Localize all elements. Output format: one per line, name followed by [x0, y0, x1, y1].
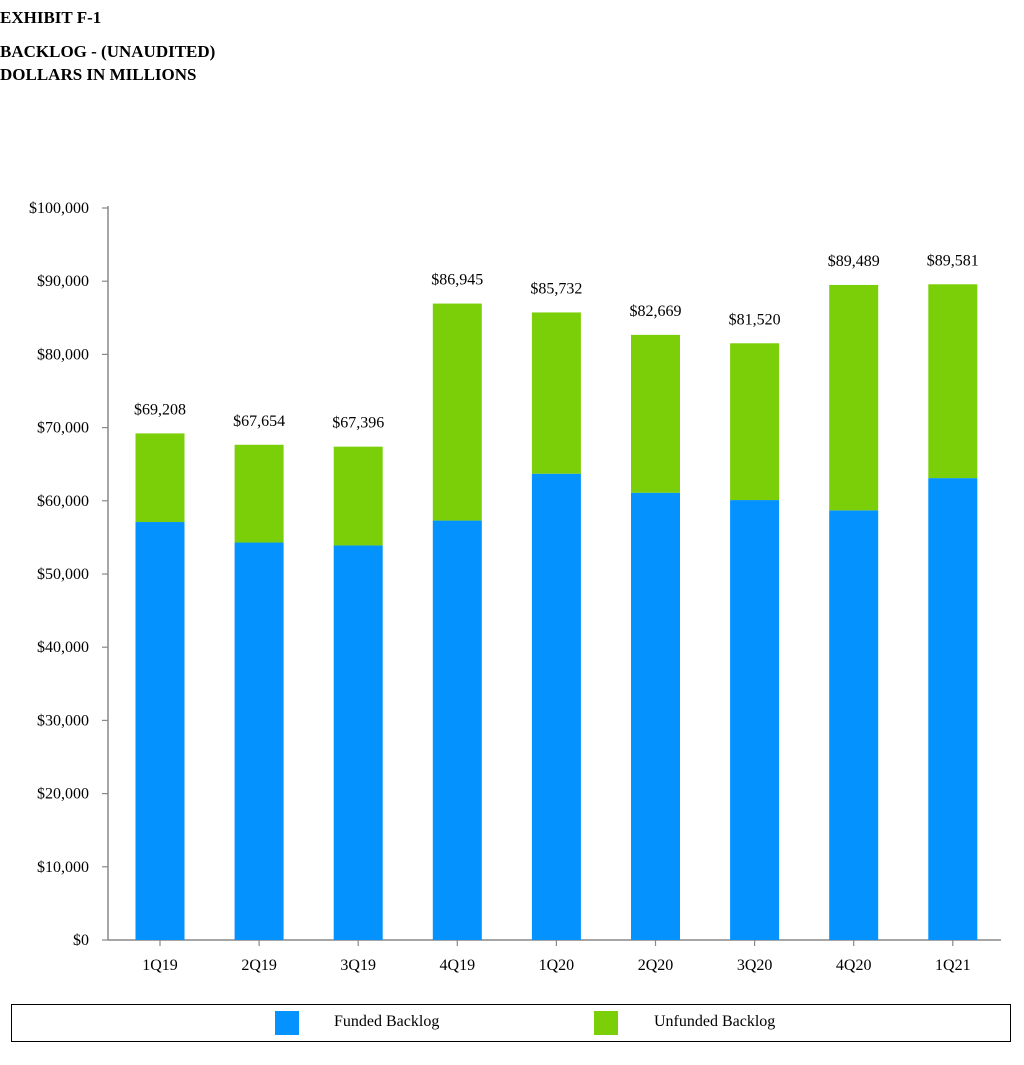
y-tick-label: $20,000	[37, 786, 89, 803]
bar-unfunded	[234, 444, 284, 543]
bar-unfunded	[730, 343, 780, 501]
y-tick-label: $100,000	[29, 200, 89, 217]
total-data-label: $67,396	[332, 415, 384, 432]
chart-subtitle: DOLLARS IN MILLIONS	[0, 65, 197, 84]
legend-swatch-unfunded	[594, 1011, 618, 1035]
total-data-label: $85,732	[530, 280, 582, 297]
bar-unfunded	[829, 284, 879, 511]
total-data-label: $81,520	[729, 311, 781, 328]
bar-funded	[531, 473, 581, 940]
total-data-label: $67,654	[233, 413, 285, 430]
bar-unfunded	[631, 334, 680, 493]
legend: Funded Backlog Unfunded Backlog	[11, 1004, 1011, 1042]
backlog-chart: $0 $10,000 $20,000 $30,000 $40,000 $50,000 $60…	[29, 200, 1001, 974]
total-data-label: $89,489	[828, 253, 880, 270]
x-tick-label: 3Q19	[340, 957, 376, 974]
x-tick-label: 1Q20	[539, 957, 575, 974]
total-data-label: $86,945	[431, 272, 483, 289]
total-data-label: $69,208	[134, 401, 186, 418]
bar-funded	[432, 520, 482, 940]
legend-swatch-funded	[275, 1011, 299, 1035]
x-tick-label: 4Q19	[440, 957, 476, 974]
bar-unfunded	[135, 433, 185, 523]
x-tick-label: 3Q20	[737, 957, 773, 974]
legend-label-unfunded: Unfunded Backlog	[654, 1013, 776, 1030]
y-tick-label: $60,000	[37, 493, 89, 510]
x-tick-label: 2Q19	[241, 957, 277, 974]
y-tick-label: $90,000	[37, 273, 89, 290]
x-tick-label: 1Q21	[935, 957, 971, 974]
y-tick-label: $80,000	[37, 346, 89, 363]
total-data-label: $82,669	[630, 303, 682, 320]
bar-unfunded	[333, 446, 383, 546]
bar-funded	[730, 500, 780, 940]
x-tick-label: 1Q19	[142, 957, 178, 974]
y-tick-label: $0	[73, 932, 89, 949]
bar-funded	[928, 478, 978, 940]
bar-funded	[631, 492, 680, 940]
total-data-label: $89,581	[927, 252, 979, 269]
y-tick-label: $40,000	[37, 639, 89, 656]
y-tick-label: $10,000	[37, 859, 89, 876]
bar-unfunded	[432, 303, 482, 521]
bar-unfunded	[531, 312, 581, 474]
legend-label-funded: Funded Backlog	[334, 1013, 440, 1030]
x-tick-label: 2Q20	[638, 957, 674, 974]
bar-funded	[829, 510, 879, 940]
y-tick-label: $70,000	[37, 420, 89, 437]
bar-funded	[135, 522, 185, 940]
y-tick-label: $30,000	[37, 712, 89, 729]
bar-funded	[234, 542, 284, 940]
exhibit-label: EXHIBIT F-1	[0, 8, 102, 27]
bar-unfunded	[928, 284, 978, 479]
bar-funded	[333, 545, 383, 940]
x-tick-label: 4Q20	[836, 957, 872, 974]
y-tick-label: $50,000	[37, 566, 89, 583]
chart-title: BACKLOG - (UNAUDITED)	[0, 42, 216, 61]
